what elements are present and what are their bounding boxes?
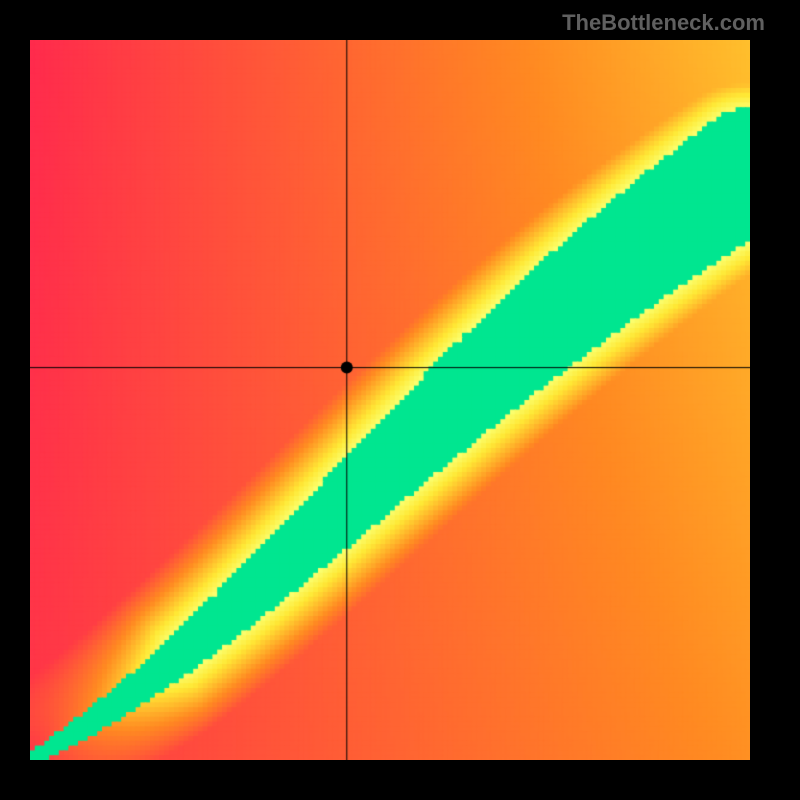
heatmap-plot xyxy=(30,40,750,760)
watermark-text: TheBottleneck.com xyxy=(562,10,765,36)
chart-container: TheBottleneck.com xyxy=(0,0,800,800)
